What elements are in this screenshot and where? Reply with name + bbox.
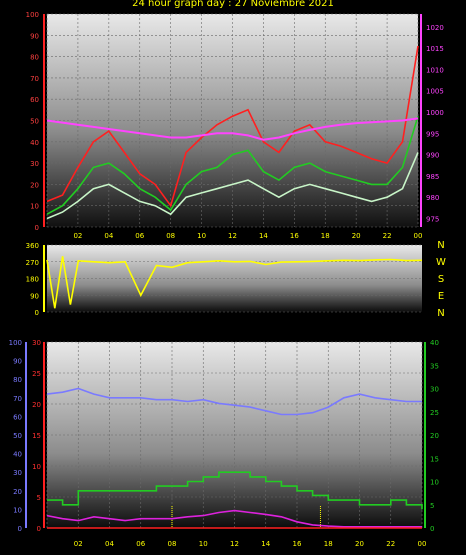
y-tick-label-left: 100 xyxy=(26,11,39,19)
y-tick-label-outer: 50 xyxy=(13,432,22,440)
y-tick-label-inner: 20 xyxy=(32,401,41,409)
x-tick-label: 20 xyxy=(352,232,361,240)
x-tick-label: 06 xyxy=(136,540,145,548)
y-tick-label-left: 80 xyxy=(30,54,39,62)
y-tick-label-right-temp: 5 xyxy=(430,502,434,510)
y-tick-label-right: 1005 xyxy=(426,88,444,96)
x-tick-label: 04 xyxy=(104,232,113,240)
x-tick-label: 18 xyxy=(324,540,333,548)
y-tick-label-outer: 100 xyxy=(9,339,22,347)
x-tick-label: 08 xyxy=(168,540,177,548)
y-tick-label-outer: 10 xyxy=(13,506,22,514)
y-tick-label-inner: 25 xyxy=(32,370,41,378)
y-tick-label-inner: 10 xyxy=(32,463,41,471)
y-tick-label-direction: 270 xyxy=(26,259,39,267)
x-tick-label: 08 xyxy=(166,232,175,240)
y-tick-label-outer: 60 xyxy=(13,413,22,421)
y-tick-label-outer: 20 xyxy=(13,488,22,496)
x-tick-label: 12 xyxy=(230,540,239,548)
y-tick-label-inner: 30 xyxy=(32,339,41,347)
y-tick-label-right: 995 xyxy=(426,130,439,138)
y-tick-label-right-temp: 35 xyxy=(430,362,439,370)
y-tick-label-left: 50 xyxy=(30,118,39,126)
y-tick-label-right-temp: 30 xyxy=(430,386,439,394)
x-tick-label: 10 xyxy=(199,540,208,548)
x-tick-label: 04 xyxy=(105,540,114,548)
y-tick-label-left: 0 xyxy=(35,224,39,232)
y-tick-label-right: 985 xyxy=(426,173,439,181)
compass-label: E xyxy=(438,291,444,302)
y-tick-label-right: 1020 xyxy=(426,24,444,32)
x-tick-label: 00 xyxy=(414,232,423,240)
x-tick-label: 18 xyxy=(321,232,330,240)
y-tick-label-right: 1015 xyxy=(426,45,444,53)
y-tick-label-outer: 40 xyxy=(13,451,22,459)
y-tick-label-right: 1000 xyxy=(426,109,444,117)
y-tick-label-outer: 30 xyxy=(13,469,22,477)
x-tick-label: 02 xyxy=(73,232,82,240)
y-tick-label-direction: 360 xyxy=(26,242,39,250)
x-tick-label: 10 xyxy=(197,232,206,240)
y-tick-label-outer: 80 xyxy=(13,376,22,384)
compass-label: W xyxy=(436,257,446,268)
x-tick-label: 14 xyxy=(259,232,268,240)
y-tick-label-left: 90 xyxy=(30,32,39,40)
compass-label: S xyxy=(438,274,444,285)
x-tick-label: 22 xyxy=(386,540,395,548)
y-tick-label-left: 10 xyxy=(30,203,39,211)
y-tick-label-right-temp: 20 xyxy=(430,432,439,440)
chart-title: 24 hour graph day : 27 Noviembre 2021 xyxy=(132,0,334,9)
x-tick-label: 16 xyxy=(290,232,299,240)
x-tick-label: 20 xyxy=(355,540,364,548)
series-line-direction xyxy=(46,256,423,309)
y-tick-label-left: 60 xyxy=(30,96,39,104)
y-tick-label-outer: 0 xyxy=(18,525,22,533)
y-tick-label-left: 40 xyxy=(30,139,39,147)
y-tick-label-left: 20 xyxy=(30,181,39,189)
x-tick-label: 22 xyxy=(383,232,392,240)
compass-label: N xyxy=(437,240,444,251)
series-line-0 xyxy=(46,45,419,208)
x-tick-label: 14 xyxy=(261,540,270,548)
y-tick-label-left: 30 xyxy=(30,160,39,168)
y-tick-label-outer: 70 xyxy=(13,395,22,403)
y-tick-label-direction: 0 xyxy=(35,309,39,317)
x-tick-label: 12 xyxy=(228,232,237,240)
y-tick-label-direction: 180 xyxy=(26,276,39,284)
series-line-1 xyxy=(46,115,419,215)
y-tick-label-right-temp: 10 xyxy=(430,479,439,487)
y-tick-label-inner: 5 xyxy=(37,494,41,502)
series-line-2 xyxy=(46,152,419,220)
x-tick-label: 00 xyxy=(418,540,427,548)
y-tick-label-inner: 15 xyxy=(32,432,41,440)
series-line-3 xyxy=(46,117,419,141)
y-tick-label-right-temp: 15 xyxy=(430,455,439,463)
x-tick-label: 16 xyxy=(293,540,302,548)
y-tick-label-right-temp: 40 xyxy=(430,339,439,347)
y-tick-label-right-temp: 0 xyxy=(430,525,434,533)
series-line-temp-1 xyxy=(47,471,423,510)
x-tick-label: 02 xyxy=(74,540,83,548)
y-tick-label-right: 1010 xyxy=(426,66,444,74)
y-tick-label-right-temp: 25 xyxy=(430,409,439,417)
compass-label: N xyxy=(437,308,444,319)
y-tick-label-inner: 0 xyxy=(37,525,41,533)
series-line-temp-0 xyxy=(46,387,422,416)
y-tick-label-right: 980 xyxy=(426,194,439,202)
y-tick-label-outer: 90 xyxy=(13,358,22,366)
y-tick-label-direction: 90 xyxy=(30,292,39,300)
y-tick-label-right: 990 xyxy=(426,152,439,160)
x-tick-label: 06 xyxy=(135,232,144,240)
y-tick-label-right: 975 xyxy=(426,215,439,223)
y-tick-label-left: 70 xyxy=(30,75,39,83)
series-line-temp-2 xyxy=(46,509,422,528)
